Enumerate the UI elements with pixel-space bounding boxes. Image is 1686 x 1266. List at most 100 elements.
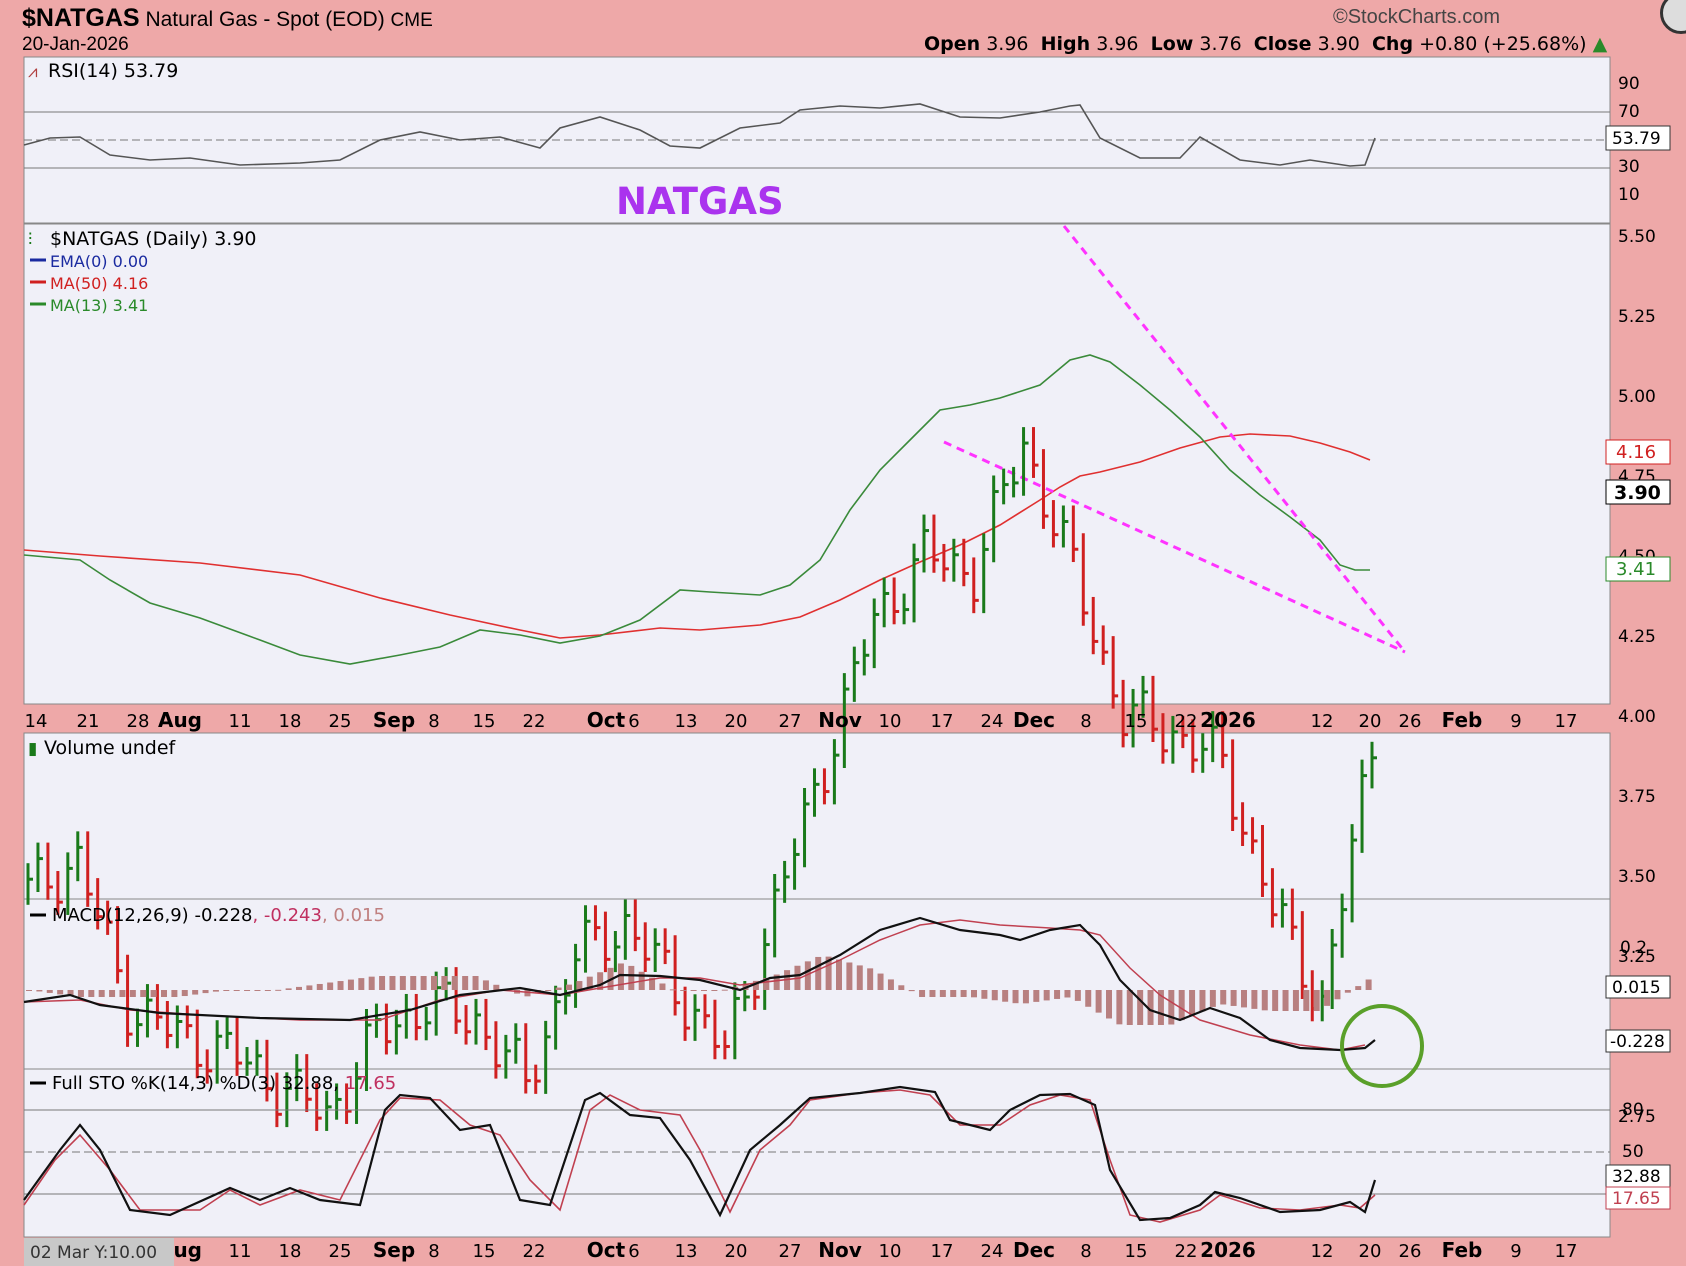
macd-hist-bar [1116,990,1123,1025]
x-tick-label: 15 [1125,1241,1148,1262]
x-tick-label: 12 [1311,1241,1334,1262]
macd-hist-bar [1106,990,1112,1019]
x-tick-label: 22 [1175,711,1198,732]
x-tick-label: 8 [428,1241,439,1262]
macd-hist-bar [1292,990,1299,1011]
macd-hist-bar [659,983,666,990]
volume-icon: ▮ [28,739,37,759]
macd-hist-bar [555,987,562,990]
macd-hist-bar [472,976,479,990]
macd-hist-bar [887,979,894,990]
macd-hist-bar [1178,990,1185,1021]
macd-hist-bar [88,990,95,997]
chg-label: Chg [1371,33,1414,55]
sto-d-value: 17.65 [339,1073,396,1094]
macd-hist-bar [1199,990,1206,1012]
close-label: Close [1253,33,1312,55]
ma50-value-box [1605,439,1671,465]
macd-hist-bar [1126,990,1133,1025]
macd-hist-bar [1147,990,1154,1025]
macd-hist-bar [1137,990,1144,1025]
macd-hist-bar [690,990,697,991]
macd-hist-bar [379,976,386,990]
macd-hist-bar [181,990,188,997]
x-tick-label: 20 [725,711,748,732]
macd-hist-value: , 0.015 [322,905,385,926]
macd-hist-bar [1022,990,1029,1004]
macd-hist-bar [337,981,344,990]
upper-trendline [1062,225,1407,653]
price-tick: 4.25 [1618,627,1656,647]
up-arrow-icon: ▲ [1592,33,1608,55]
x-tick-label: 18 [279,711,302,732]
macd-hist-bar [1230,990,1237,1006]
macd-hist-bar [1272,990,1279,1011]
x-tick-label: 12 [1311,711,1334,732]
macd-hist-bar [451,976,458,990]
exchange-label: CME [390,10,433,31]
macd-hist-bar [752,980,759,990]
x-tick-label: 8 [428,711,439,732]
macd-hist-bar [119,990,126,997]
price-tick: 5.00 [1618,387,1656,407]
macd-hist-bar [1324,990,1331,1006]
x-tick-label: 20 [725,1241,748,1262]
x-axis-top: 14 21 28 Aug 11 18 25 Sep 8 15 22 Oct 6 13 20 27 Nov 10 17… [25,708,1578,732]
macd-hist-bar [597,972,604,990]
x-tick-label: 15 [1125,711,1148,732]
x-tick-label: Nov [818,708,862,732]
x-tick-label: Sep [373,1238,415,1262]
macd-hist-bar [919,990,926,997]
zoom-readout: 02 Mar Y:10.00 [30,1243,157,1263]
x-tick-label: Aug [158,708,202,732]
macd-label: MACD(12,26,9) [52,905,189,926]
ticker-symbol: $NATGAS [22,4,140,32]
macd-hist-bar [1220,990,1227,1005]
ma50-legend: MA(50) 4.16 [50,274,148,293]
price-bars-icon: ⫶ [28,230,32,250]
macd-hist-bar [285,988,292,990]
x-tick-label: 10 [879,1241,902,1262]
macd-hist-bar [57,990,64,995]
macd-hist-bar [825,956,832,990]
macd-hist-bar [939,990,946,997]
macd-hist-bar [264,990,271,991]
sto-d-box-text: 17.65 [1612,1189,1661,1209]
macd-hist-bar [815,956,822,990]
macd-hist-bar [701,990,707,991]
macd-hist-bar [545,990,552,991]
price-tick: 3.25 [1618,947,1656,967]
macd-hist-bar [711,990,718,991]
macd-highlight-circle [1340,1004,1424,1088]
macd-hist-bar [150,990,157,997]
macd-hist-bar [161,990,167,997]
macd-hist-bar [680,990,687,991]
x-tick-label: 18 [279,1241,302,1262]
macd-hist-bar [1209,990,1216,1007]
macd-hist-bar [649,977,656,990]
macd-hist-bar [431,976,437,990]
macd-hist-bar [26,990,32,991]
macd-hist-bar [202,990,209,994]
macd-hist-bar [1074,990,1081,1001]
x-tick-label: 6 [628,711,639,732]
price-panel [23,223,1611,705]
macd-hist-bar [1168,990,1175,1025]
x-tick-label: 24 [981,1241,1004,1262]
macd-hist-bar [846,962,853,990]
x-tick-label: 22 [523,1241,546,1262]
chart-header: $NATGAS Natural Gas - Spot (EOD) CME [22,4,433,33]
macd-hist-bar [36,990,43,992]
x-tick-label: 17 [931,1241,954,1262]
macd-hist-bar [1064,990,1071,998]
macd-hist-bar [233,990,240,991]
close-value-text: 3.90 [1614,482,1661,504]
x-tick-label: 14 [25,711,48,732]
sto-label: Full STO %K(14,3) %D(3) 32.88, [52,1073,339,1094]
macd-hist-bar [1344,990,1351,993]
macd-hist-bar [981,990,988,999]
macd-hist-bar [244,990,251,991]
x-tick-label: 27 [779,1241,802,1262]
x-tick-label: Oct [587,708,626,732]
macd-value-box [1605,1029,1671,1053]
